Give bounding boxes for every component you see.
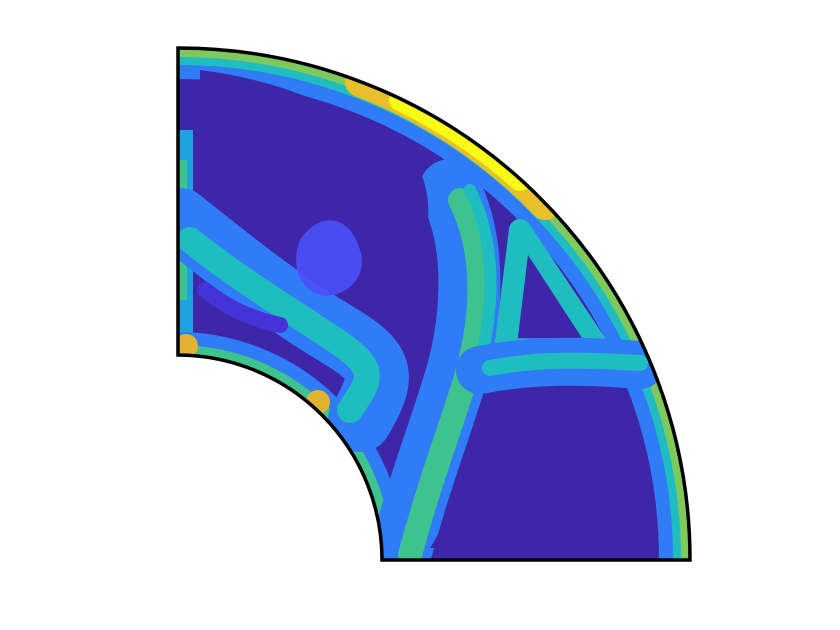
triangular-void-right [518, 255, 582, 338]
large-void-bottom-right [430, 410, 645, 548]
right-horizontal-strut-core [482, 352, 648, 376]
inner-left-branch-void [197, 282, 288, 333]
inner-arc-corner-highlight-top [178, 334, 198, 358]
domain-outline [176, 46, 692, 562]
upper-center-blob [296, 220, 362, 296]
inner-left-branch-strut-core [178, 227, 380, 423]
large-void-upper-left [200, 70, 429, 260]
